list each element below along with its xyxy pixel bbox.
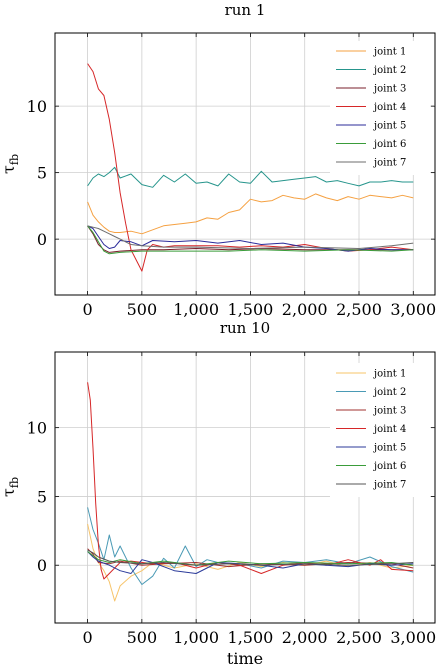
- x-tick-label: 1,000: [173, 628, 219, 647]
- y-axis-ticks: 0 5 10: [27, 419, 435, 575]
- x-tick-label: 1,500: [228, 628, 274, 647]
- x-tick-label: 1,500: [228, 300, 274, 319]
- y-axis-ticks: 0 5 10: [27, 97, 435, 249]
- x-axis-ticks: 0 500 1,000 1,500 2,000 2,500 3,000: [82, 352, 436, 647]
- y-axis-label: τfb: [0, 477, 21, 497]
- chart-panel-run-10: run 10 0 500 1,000 1,500 2,000 2,500 3,000 0 5 1…: [0, 319, 436, 668]
- series-line-joint-7: [87, 225, 414, 249]
- legend-label: joint 5: [373, 121, 406, 132]
- y-axis-label-sub: fb: [8, 477, 21, 488]
- y-tick-label: 0: [37, 230, 47, 249]
- chart-title: run 10: [220, 319, 270, 337]
- y-tick-label: 10: [27, 419, 47, 438]
- x-tick-label: 0: [82, 300, 92, 319]
- legend: joint 1 joint 2 joint 3 joint 4 joint 5 joint…: [330, 41, 430, 175]
- series-line-joint-6: [87, 551, 414, 566]
- legend-label: joint 5: [373, 443, 406, 454]
- legend: joint 1 joint 2 joint 3 joint 4 joint 5 joint…: [330, 363, 430, 497]
- legend-box: [330, 363, 430, 497]
- series-group: [87, 63, 414, 272]
- y-axis-label-main: τ: [0, 165, 18, 174]
- legend-label: joint 4: [373, 424, 406, 435]
- x-axis-label: time: [227, 649, 263, 668]
- legend-label: joint 2: [373, 387, 406, 398]
- series-line-joint-4: [87, 382, 414, 580]
- series-group: [87, 382, 414, 602]
- series-line-joint-2: [87, 507, 414, 585]
- chart-panel-run-1: run 1 0 500 1,000 1,500 2,000 2,500 3,000 0 5 10…: [0, 1, 436, 319]
- chart-title: run 1: [225, 1, 266, 19]
- legend-label: joint 7: [373, 480, 406, 491]
- legend-label: joint 3: [373, 406, 406, 417]
- x-tick-label: 500: [127, 300, 158, 319]
- y-axis-label: τfb: [0, 154, 21, 174]
- legend-label: joint 4: [373, 102, 406, 113]
- x-tick-label: 2,000: [282, 628, 328, 647]
- series-line-joint-7: [87, 549, 414, 566]
- x-tick-label: 500: [127, 628, 158, 647]
- x-tick-label: 1,000: [173, 300, 219, 319]
- y-tick-label: 5: [37, 487, 47, 506]
- x-tick-label: 2,500: [336, 628, 382, 647]
- series-line-joint-1: [87, 193, 414, 235]
- legend-label: joint 1: [373, 47, 406, 58]
- y-axis-label-sub: fb: [8, 154, 21, 165]
- legend-label: joint 2: [373, 65, 406, 76]
- series-line-joint-5: [87, 551, 414, 574]
- y-tick-label: 10: [27, 97, 47, 116]
- plot-frame: [54, 32, 436, 296]
- legend-label: joint 3: [373, 84, 406, 95]
- legend-label: joint 6: [373, 139, 406, 150]
- legend-label: joint 6: [373, 461, 406, 472]
- x-tick-label: 2,000: [282, 300, 328, 319]
- legend-label: joint 7: [373, 158, 406, 169]
- x-tick-label: 3,000: [390, 628, 436, 647]
- y-axis-label-main: τ: [0, 488, 18, 497]
- plot-frame: [54, 351, 436, 624]
- y-tick-label: 0: [37, 556, 47, 575]
- legend-box: [330, 41, 430, 175]
- x-tick-label: 2,500: [336, 300, 382, 319]
- legend-label: joint 1: [373, 369, 406, 380]
- series-line-joint-6: [87, 225, 414, 255]
- x-tick-label: 0: [82, 628, 92, 647]
- x-tick-label: 3,000: [390, 300, 436, 319]
- x-axis-ticks: 0 500 1,000 1,500 2,000 2,500 3,000: [82, 33, 436, 319]
- y-tick-label: 5: [37, 164, 47, 183]
